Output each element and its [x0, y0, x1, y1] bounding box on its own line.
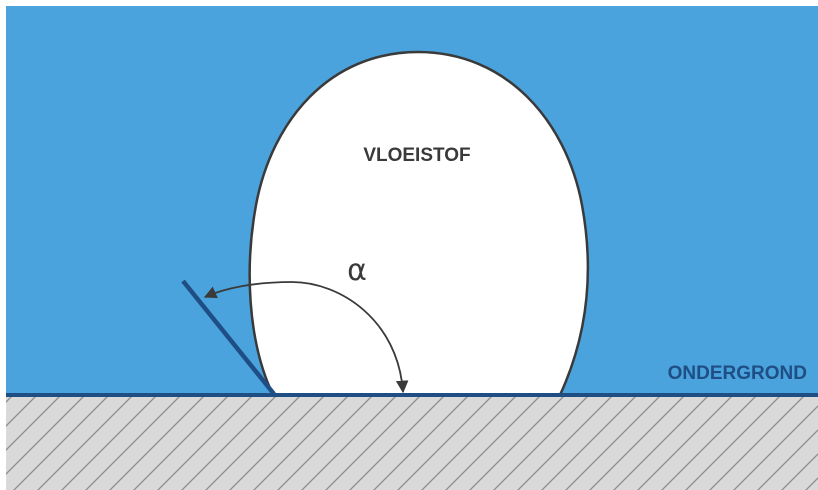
substrate-hatching [6, 395, 818, 490]
substrate-label: ONDERGROND [668, 363, 807, 384]
contact-angle-arc [203, 281, 409, 394]
liquid-label: VLOEISTOF [363, 145, 470, 166]
angle-label: α [347, 253, 367, 288]
